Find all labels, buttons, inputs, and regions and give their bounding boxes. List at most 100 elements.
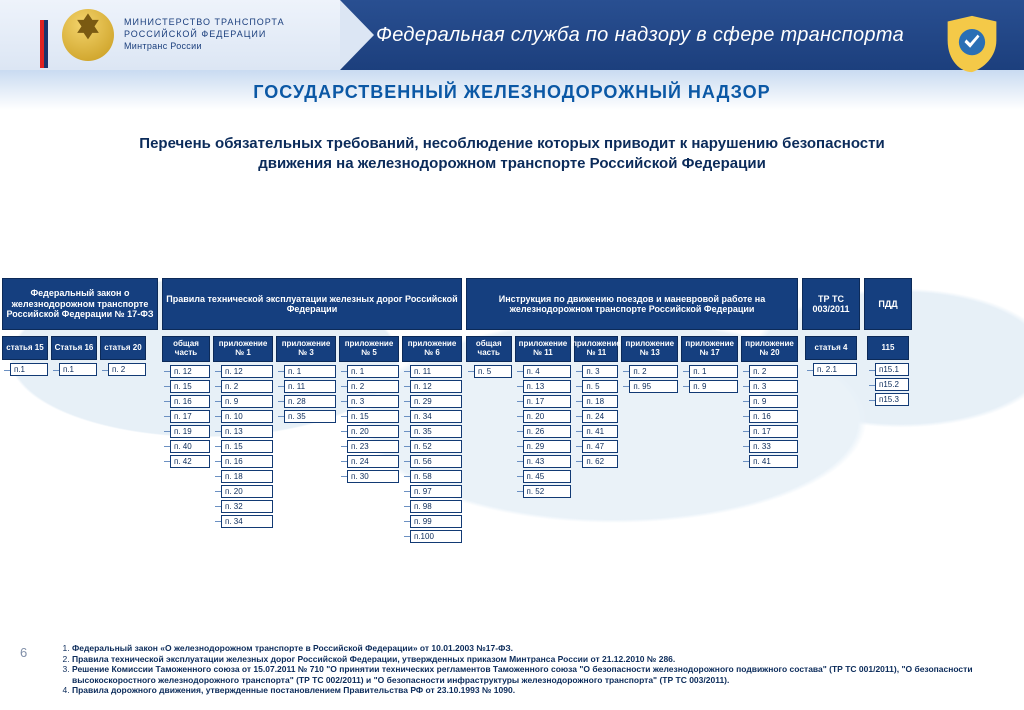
leaf-item: п. 20 [523, 410, 572, 423]
leaf-item: п. 24 [582, 410, 618, 423]
leaf-list: п. 2п. 3п. 9п. 16п. 17п. 33п. 41 [741, 365, 798, 468]
shield-icon [942, 14, 1002, 74]
leaf-item: п.1 [10, 363, 48, 376]
leaf-item: п. 3 [347, 395, 399, 408]
leaf-item: п. 5 [582, 380, 618, 393]
leaf-item: п. 98 [410, 500, 462, 513]
leaf-item: п. 40 [170, 440, 210, 453]
column-head: приложение № 3 [276, 336, 336, 362]
leaf-item: п. 3 [582, 365, 618, 378]
hierarchy-tree: Федеральный закон о железнодорожном тран… [0, 278, 1024, 543]
leaf-item: п. 95 [629, 380, 678, 393]
leaf-item: п. 11 [284, 380, 336, 393]
leaf-item: п. 45 [523, 470, 572, 483]
leaf-item: п. 23 [347, 440, 399, 453]
leaf-item: п. 15 [170, 380, 210, 393]
tree-column: статья 15п.1 [2, 336, 48, 376]
leaf-item: п. 9 [749, 395, 798, 408]
leaf-list: п.1 [51, 363, 97, 376]
leaf-item: п. 2.1 [813, 363, 857, 376]
leaf-item: п. 16 [170, 395, 210, 408]
leaf-list: п15.1п15.2п15.3 [867, 363, 909, 406]
tree-column: приложение № 13 п. 2п. 95 [621, 336, 678, 498]
leaf-item: п. 34 [410, 410, 462, 423]
leaf-item: п. 2 [347, 380, 399, 393]
tree-column: статья 4 п. 2.1 [805, 336, 857, 376]
column-head: общая часть [466, 336, 512, 362]
group-cols: статья 4 п. 2.1 [802, 336, 860, 376]
leaf-item: п. 1 [284, 365, 336, 378]
leaf-item: п.100 [410, 530, 462, 543]
leaf-item: п. 19 [170, 425, 210, 438]
column-head: статья 4 [805, 336, 857, 360]
tree-column: приложение № 11п. 4п. 13п. 17п. 20п. 26п… [515, 336, 572, 498]
leaf-item: п. 1 [347, 365, 399, 378]
leaf-item: п. 47 [582, 440, 618, 453]
leaf-list: п. 2п. 95 [621, 365, 678, 393]
leaf-item: п. 13 [221, 425, 273, 438]
ministry-block: МИНИСТЕРСТВО ТРАНСПОРТА РОССИЙСКОЙ ФЕДЕР… [0, 0, 340, 70]
leaf-item: п. 99 [410, 515, 462, 528]
leaf-list: п. 1п. 11п. 28п. 35 [276, 365, 336, 423]
leaf-list: п. 3 п. 5 п. 18 п. 24 п. 41 п. 47 п. 62 [574, 365, 618, 468]
leaf-item: п. 62 [582, 455, 618, 468]
tree-column: приложение № 17п. 1п. 9 [681, 336, 738, 498]
tree-column: Статья 16п.1 [51, 336, 97, 376]
leaf-item: п. 11 [410, 365, 462, 378]
eagle-icon [62, 9, 114, 61]
footnotes: Федеральный закон «О железнодорожном тра… [54, 643, 1008, 696]
leaf-item: п. 12 [170, 365, 210, 378]
leaf-item: п. 41 [749, 455, 798, 468]
tree-column: 115п15.1п15.2п15.3 [867, 336, 909, 406]
leaf-item: п. 42 [170, 455, 210, 468]
leaf-item: п. 9 [689, 380, 738, 393]
column-head: приложение № 11 [515, 336, 572, 362]
header: МИНИСТЕРСТВО ТРАНСПОРТА РОССИЙСКОЙ ФЕДЕР… [0, 0, 1024, 70]
leaf-item: п. 29 [410, 395, 462, 408]
leaf-item: п. 15 [221, 440, 273, 453]
group-head: ТР ТС 003/2011 [802, 278, 860, 330]
group-cols: статья 15п.1Статья 16п.1статья 20 п. 2 [2, 336, 158, 376]
leaf-list: п. 1п. 2п. 3п. 15п. 20п. 23п. 24п. 30 [339, 365, 399, 483]
leaf-list: п. 2 [100, 363, 146, 376]
leaf-item: п. 12 [410, 380, 462, 393]
leaf-item: п. 20 [221, 485, 273, 498]
column-head: статья 20 [100, 336, 146, 360]
leaf-item: п. 16 [221, 455, 273, 468]
leaf-item: п. 41 [582, 425, 618, 438]
group-head: Правила технической эксплуатации железны… [162, 278, 462, 330]
leaf-item: п. 17 [523, 395, 572, 408]
leaf-list: п. 1п. 9 [681, 365, 738, 393]
leaf-item: п. 4 [523, 365, 572, 378]
leaf-item: п. 35 [410, 425, 462, 438]
tree-column: общая частьп. 12п. 15п. 16п. 17п. 19п. 4… [162, 336, 210, 543]
leaf-item: п. 20 [347, 425, 399, 438]
leaf-item: п. 17 [749, 425, 798, 438]
main-title-l2: движения на железнодорожном транспорте Р… [258, 155, 766, 172]
group-cols: общая частьп. 12п. 15п. 16п. 17п. 19п. 4… [162, 336, 462, 543]
leaf-item: п. 52 [523, 485, 572, 498]
column-head: приложение № 13 [621, 336, 678, 362]
ministry-line2: РОССИЙСКОЙ ФЕДЕРАЦИИ [124, 29, 285, 41]
leaf-item: п. 58 [410, 470, 462, 483]
leaf-item: п15.3 [875, 393, 909, 406]
tree-column: общая часть п. 5 [466, 336, 512, 498]
leaf-item: п.1 [59, 363, 97, 376]
leaf-item: п. 12 [221, 365, 273, 378]
leaf-item: п. 30 [347, 470, 399, 483]
page-title-bar: ГОСУДАРСТВЕННЫЙ ЖЕЛЕЗНОДОРОЖНЫЙ НАДЗОР [0, 70, 1024, 110]
tree-column: приложение № 20п. 2п. 3п. 9п. 16п. 17п. … [741, 336, 798, 498]
leaf-item: п. 18 [582, 395, 618, 408]
column-head: приложение № 6 [402, 336, 462, 362]
leaf-list: п. 5 [466, 365, 512, 378]
group-cols: общая частьп. 5приложение № 11п. 4п. 13п… [466, 336, 798, 498]
column-head: приложение № 1 [213, 336, 273, 362]
leaf-item: п. 52 [410, 440, 462, 453]
leaf-item: п. 10 [221, 410, 273, 423]
tree-column: приложение № 3п. 1п. 11п. 28п. 35 [276, 336, 336, 543]
footnote-item: Решение Комиссии Таможенного союза от 15… [72, 664, 1008, 685]
ministry-sub: Минтранс России [124, 41, 285, 53]
column-head: приложение № 11 [574, 336, 618, 362]
column-head: приложение № 5 [339, 336, 399, 362]
tree-column: приложение № 11п. 3п. 5п. 18п. 24п. 41п.… [574, 336, 618, 498]
